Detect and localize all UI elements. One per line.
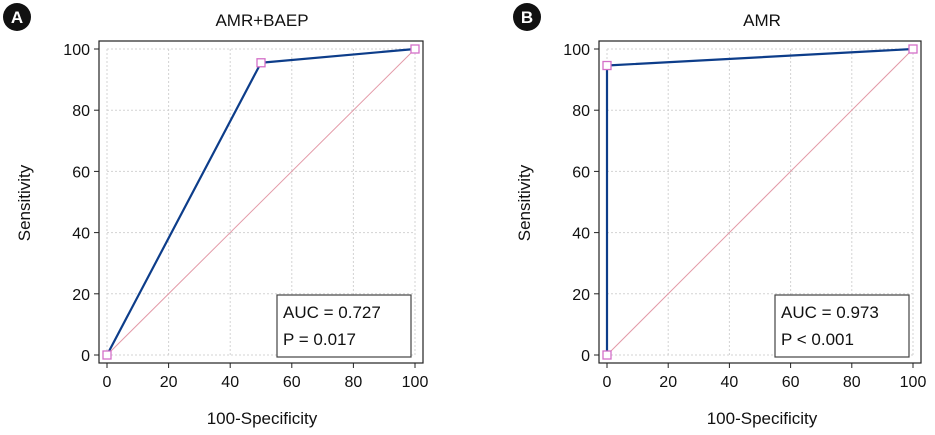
- panel-b-badge: B: [513, 3, 541, 31]
- panel-a-y-tick-label: 80: [72, 103, 90, 120]
- panel-a-roc-point: [256, 58, 266, 68]
- panel-a-auc-text: AUC = 0.727: [283, 303, 381, 322]
- panel-a-y-tick-label: 20: [72, 287, 90, 304]
- panel-b-y-axis-title: Sensitivity: [515, 164, 534, 241]
- panel-b: B AMR 0 20 40 60 80 100 0 20 40 60 80 10…: [513, 3, 926, 428]
- panel-b-badge-circle: [513, 3, 541, 31]
- panel-a-stats-frame: [276, 294, 412, 358]
- panel-a-x-ticks: 0 20 40 60 80 100: [103, 374, 429, 391]
- panel-b-markers: [602, 44, 918, 360]
- panel-a-x-tick-label: 80: [345, 374, 363, 391]
- panel-a-markers: [102, 44, 420, 360]
- panel-b-y-tick-label: 80: [572, 103, 590, 120]
- panel-a-x-tick-label: 20: [160, 374, 178, 391]
- panel-a-p-value-text: P = 0.017: [283, 330, 356, 349]
- panel-a-y-tick-label: 0: [81, 348, 90, 365]
- panel-a-y-tick-label: 40: [72, 226, 90, 243]
- panel-b-x-axis-title: 100-Specificity: [707, 409, 818, 428]
- panel-b-title: AMR: [743, 11, 781, 30]
- panel-b-auc-text: AUC = 0.973: [781, 303, 879, 322]
- panel-b-y-ticks: 0 20 40 60 80 100: [563, 42, 590, 365]
- panel-b-x-tick-label: 0: [603, 374, 612, 391]
- panel-a-roc-point: [410, 44, 420, 54]
- panel-b-x-tick-label: 20: [659, 374, 677, 391]
- panel-a-y-tick-label: 100: [63, 42, 90, 59]
- panel-b-y-tick-label: 40: [572, 226, 590, 243]
- panel-a-roc-point: [102, 350, 112, 360]
- panel-a-x-tick-label: 100: [402, 374, 429, 391]
- panel-b-x-tick-label: 100: [900, 374, 927, 391]
- panel-b-y-tick-label: 60: [572, 164, 590, 181]
- panel-b-grid: [606, 48, 914, 356]
- panel-b-x-ticks: 0 20 40 60 80 100: [603, 374, 927, 391]
- panel-b-x-tick-label: 80: [843, 374, 861, 391]
- panel-b-stats-box: AUC = 0.973 P < 0.001: [774, 294, 910, 358]
- panel-a-badge: A: [3, 3, 31, 31]
- panel-b-diagonal: [606, 48, 914, 356]
- panel-a-diagonal: [106, 48, 416, 356]
- panel-b-stats-frame: [774, 294, 910, 358]
- panel-b-y-tick-label: 0: [581, 348, 590, 365]
- panel-b-y-tick-label: 20: [572, 287, 590, 304]
- panel-a: A AMR+BAEP 0 20 40 60 80 100 0 20 40 60 …: [3, 3, 428, 428]
- panel-b-badge-label: B: [521, 8, 533, 27]
- panel-a-x-tick-label: 60: [283, 374, 301, 391]
- panel-a-title: AMR+BAEP: [215, 11, 308, 30]
- panel-b-roc-point: [908, 44, 918, 54]
- panel-a-y-tick-label: 60: [72, 164, 90, 181]
- panel-b-roc-point: [602, 60, 612, 71]
- panel-a-badge-label: A: [11, 8, 23, 27]
- panel-a-stats-box: AUC = 0.727 P = 0.017: [276, 294, 412, 358]
- panel-a-y-axis-title: Sensitivity: [15, 164, 34, 241]
- panel-b-x-tick-label: 60: [782, 374, 800, 391]
- panel-b-plot-frame: [598, 40, 922, 364]
- panel-a-x-tick-label: 40: [221, 374, 239, 391]
- panel-a-plot-frame: [98, 40, 424, 364]
- panel-b-p-value-text: P < 0.001: [781, 330, 854, 349]
- panel-b-x-tick-label: 40: [721, 374, 739, 391]
- panel-a-y-ticks: 0 20 40 60 80 100: [63, 42, 90, 365]
- panel-a-x-tick-label: 0: [103, 374, 112, 391]
- panel-b-y-tick-label: 100: [563, 42, 590, 59]
- panel-a-x-axis-title: 100-Specificity: [207, 409, 318, 428]
- panel-a-badge-circle: [3, 3, 31, 31]
- panel-b-roc-point: [602, 350, 612, 360]
